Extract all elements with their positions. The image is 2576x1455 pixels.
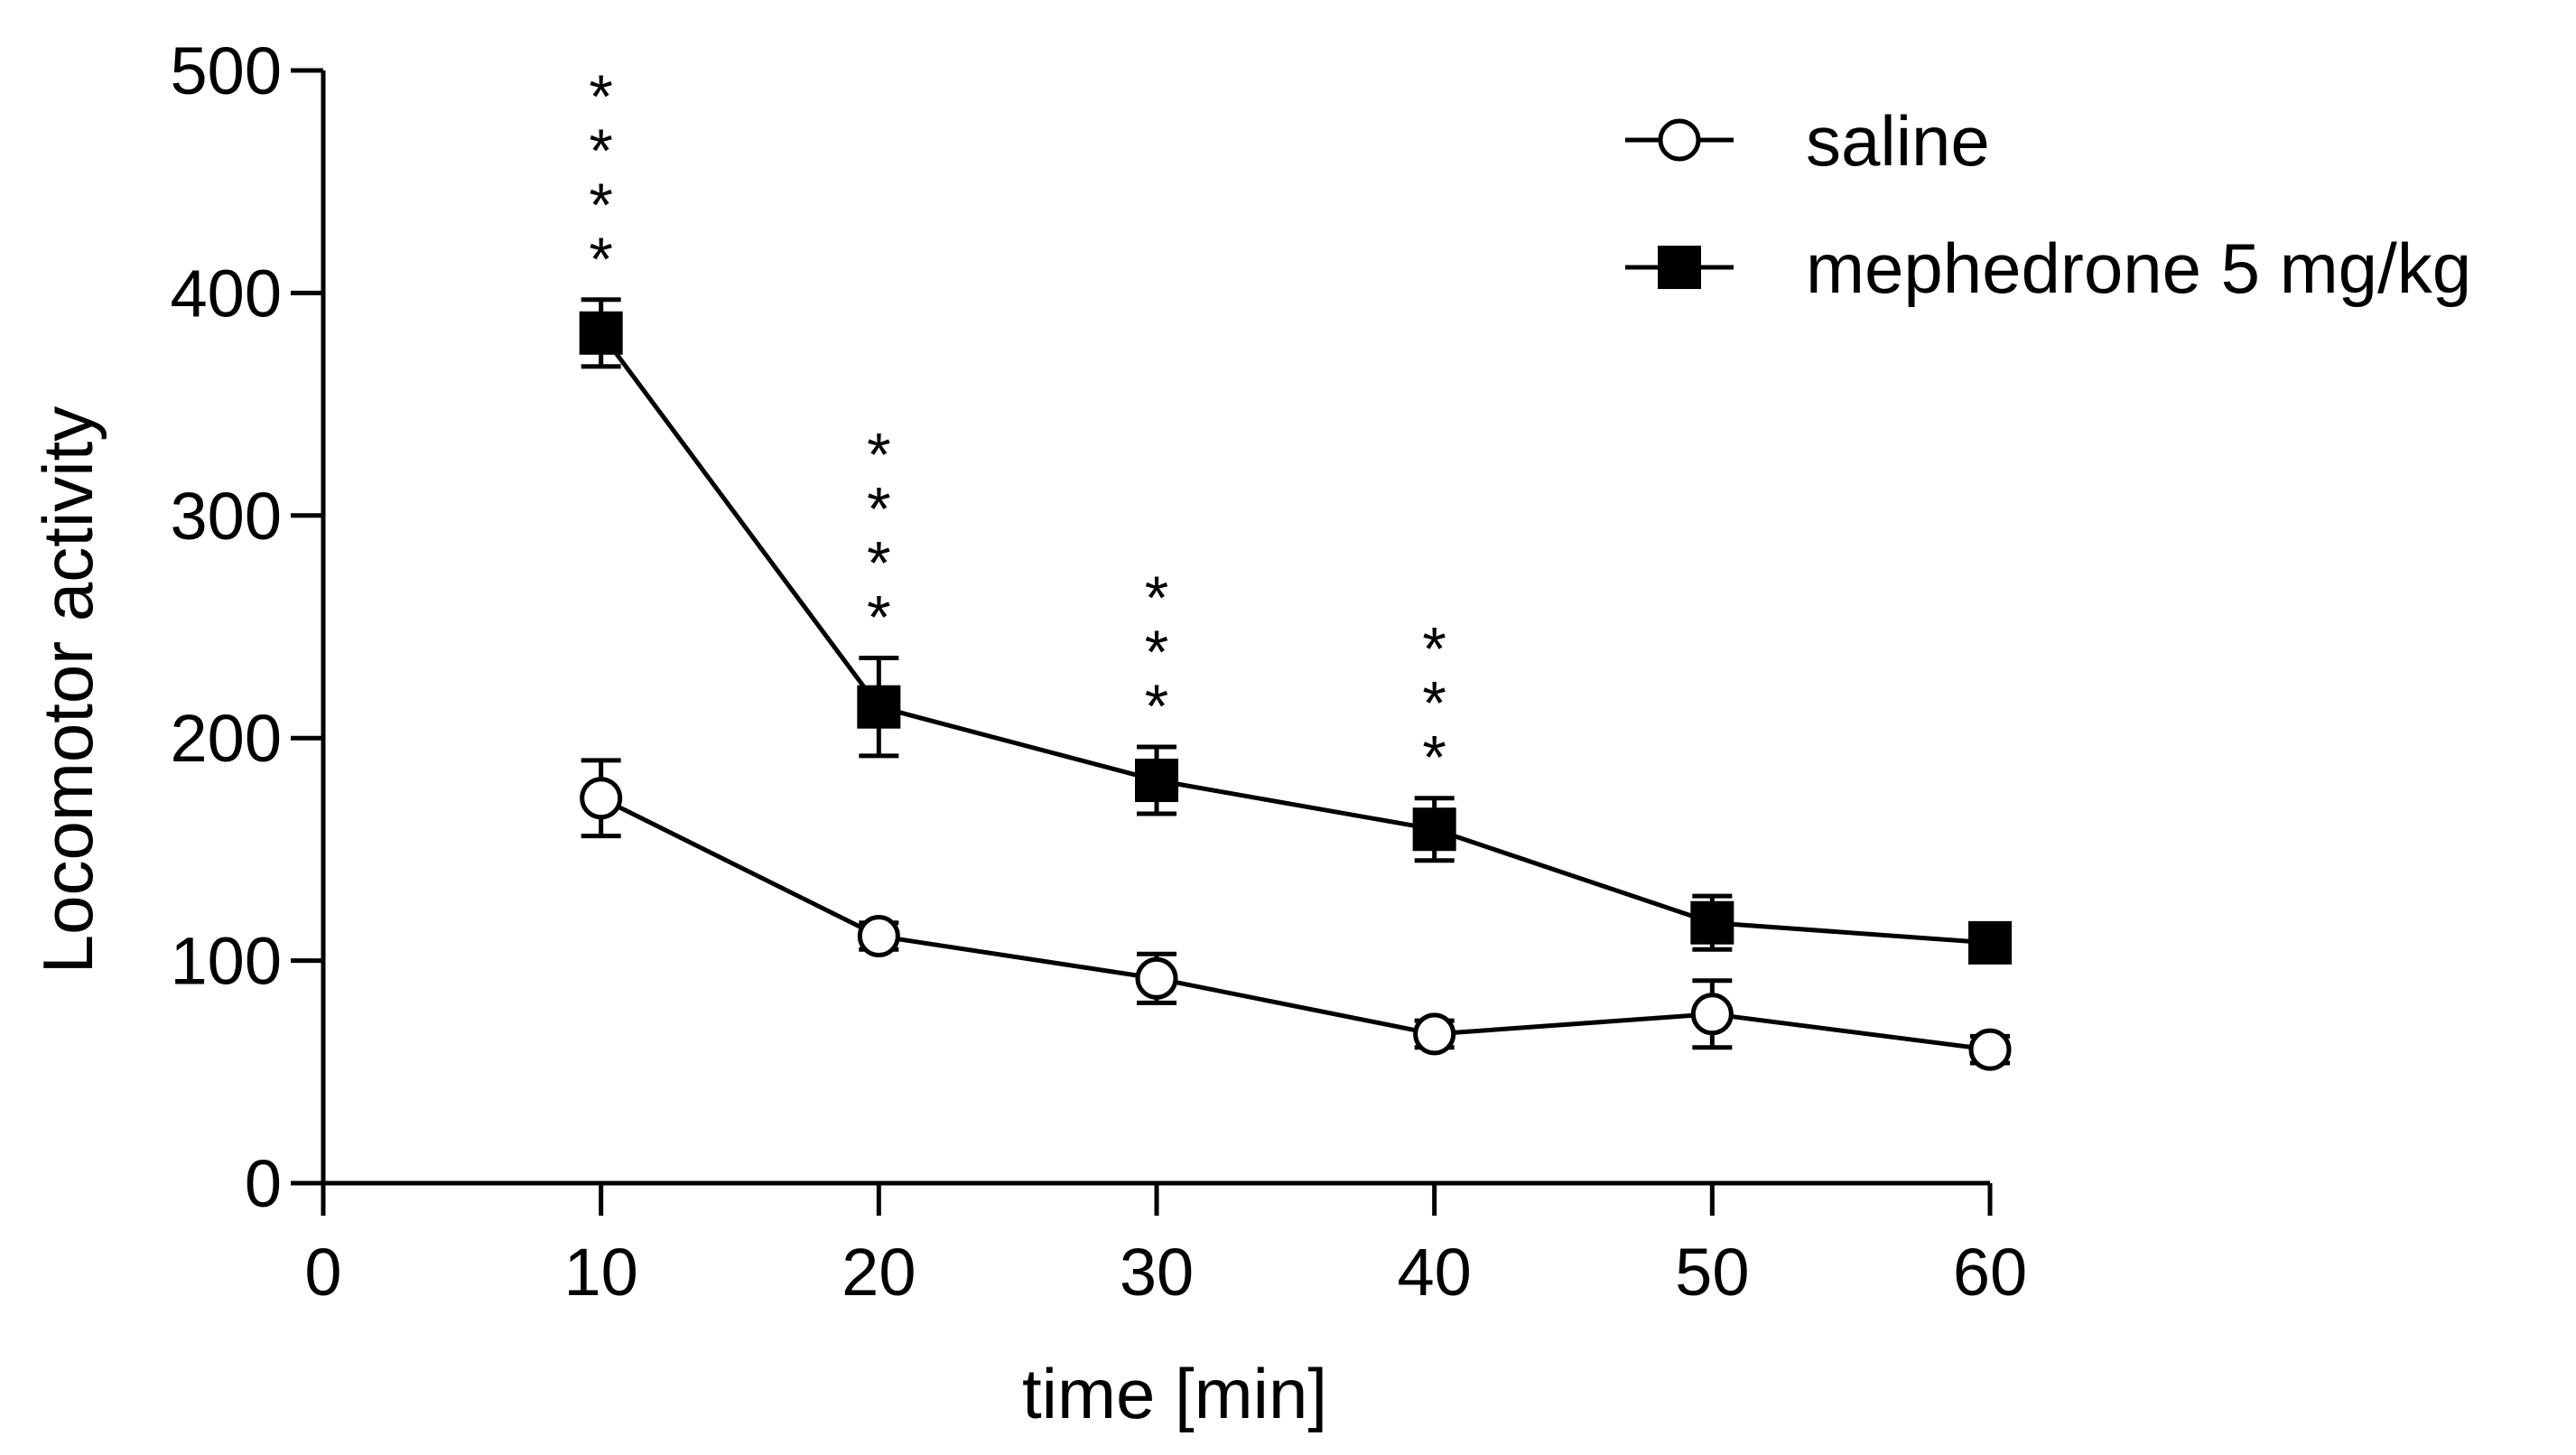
y-axis-title: Locomotor activity: [28, 406, 107, 975]
point-saline-20: [857, 914, 900, 957]
asterisk-10-0: *: [589, 62, 612, 131]
x-tick-label-30: 30: [1120, 1235, 1194, 1310]
series-mephedrone: [579, 297, 2012, 965]
significance-20: ****: [867, 420, 890, 651]
point-saline-30: [1135, 956, 1178, 1000]
significance-40: ***: [1422, 615, 1446, 792]
legend-marker-saline: [1658, 118, 1701, 162]
y-tick-label-200: 200: [171, 701, 282, 776]
point-mephedrone-20: [857, 685, 901, 729]
asterisk-40-2: *: [1422, 723, 1446, 792]
legend-label-mephedrone: mephedrone 5 mg/kg: [1806, 229, 2471, 308]
y-ticks: 0 100 200 300 400 500: [171, 33, 323, 1221]
x-tick-label-10: 10: [564, 1235, 638, 1310]
series-saline: [580, 758, 2012, 1071]
x-tick-label-20: 20: [842, 1235, 916, 1310]
y-tick-label-500: 500: [171, 33, 282, 108]
asterisk-10-2: *: [589, 171, 612, 239]
plot-series: [579, 297, 2012, 1071]
x-axis-title: time [min]: [1022, 1354, 1327, 1433]
series-line-mephedrone: [599, 331, 1991, 946]
point-saline-50: [1690, 993, 1734, 1036]
point-mephedrone-30: [1135, 759, 1178, 803]
legend-item-saline: saline: [1625, 101, 1990, 181]
point-mephedrone-50: [1690, 900, 1734, 945]
asterisk-20-2: *: [867, 528, 890, 597]
asterisk-20-3: *: [867, 583, 890, 651]
asterisk-20-1: *: [867, 474, 890, 543]
asterisk-30-1: *: [1145, 618, 1168, 686]
y-tick-label-100: 100: [171, 924, 282, 999]
asterisk-10-3: *: [589, 225, 612, 294]
asterisk-30-0: *: [1145, 564, 1168, 632]
x-tick-label-60: 60: [1953, 1235, 2027, 1310]
asterisk-40-1: *: [1422, 669, 1446, 738]
asterisk-40-0: *: [1422, 615, 1446, 684]
y-tick-label-400: 400: [171, 256, 282, 331]
x-ticks: 0 10 20 30 40 50 60: [304, 1183, 2027, 1310]
x-tick-label-40: 40: [1398, 1235, 1472, 1310]
point-saline-40: [1413, 1012, 1456, 1056]
series-line-saline: [600, 796, 1991, 1052]
y-tick-label-0: 0: [245, 1146, 282, 1221]
legend: saline mephedrone 5 mg/kg: [1625, 101, 2471, 308]
y-tick-label-300: 300: [171, 479, 282, 554]
significance-30: ***: [1145, 564, 1168, 741]
point-saline-60: [1968, 1028, 2012, 1071]
point-mephedrone-10: [579, 311, 623, 355]
legend-item-mephedrone: mephedrone 5 mg/kg: [1625, 229, 2471, 308]
point-mephedrone-60: [1968, 920, 2012, 965]
point-saline-10: [580, 777, 623, 820]
asterisk-30-2: *: [1145, 672, 1168, 741]
legend-label-saline: saline: [1806, 101, 1990, 181]
asterisk-10-1: *: [589, 117, 612, 185]
asterisk-20-0: *: [867, 420, 890, 489]
x-tick-label-50: 50: [1675, 1235, 1749, 1310]
legend-marker-mephedrone: [1658, 246, 1701, 289]
x-tick-label-0: 0: [304, 1235, 341, 1310]
point-mephedrone-40: [1412, 807, 1456, 852]
significance-annotations: ******** ******: [589, 62, 1446, 792]
significance-10: ****: [589, 62, 612, 294]
